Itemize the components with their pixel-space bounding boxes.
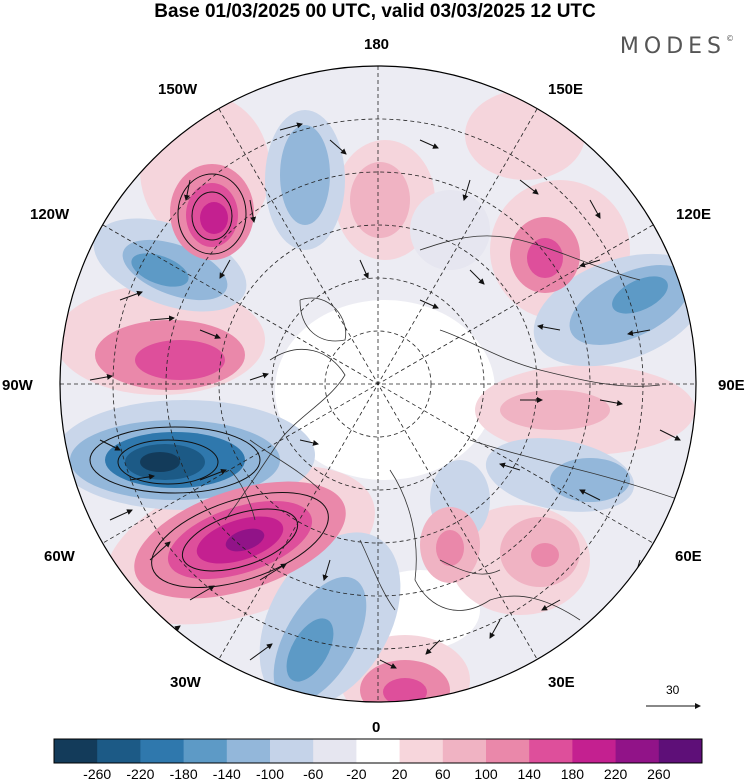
colorbar-bin	[658, 739, 703, 763]
colorbar-tick-label: 180	[560, 766, 585, 782]
colorbar-tick-label: -60	[303, 766, 324, 782]
colorbar-bin	[226, 739, 271, 763]
colorbar-bin	[356, 739, 401, 763]
lon-label-60w: 60W	[44, 548, 75, 565]
colorbar-bin	[270, 739, 314, 763]
colorbar-bin	[615, 739, 660, 763]
lon-label-30e: 30E	[548, 674, 575, 691]
wind-vectors	[89, 122, 681, 702]
colorbar-bin	[97, 739, 141, 763]
colorbar-tick-label: 60	[435, 766, 451, 782]
lon-label-150w: 150W	[158, 81, 198, 98]
colorbar-bin	[183, 739, 228, 763]
colorbar-tick-label: -100	[255, 766, 285, 782]
contours	[89, 173, 329, 588]
lon-label-60e: 60E	[675, 548, 702, 565]
colorbar-tick-label: 100	[474, 766, 498, 782]
colorbar-border	[53, 738, 703, 764]
colorbar-tick-label: 260	[647, 766, 671, 782]
colorbar-tick-label: -260	[83, 766, 112, 782]
colorbar-bin	[54, 739, 98, 763]
colorbar-bin	[313, 739, 357, 763]
vector-scale-label: 30	[666, 683, 680, 697]
anomaly-field	[60, 66, 696, 702]
colorbar-bin	[572, 739, 617, 763]
colorbar-tick-label: 220	[603, 766, 628, 782]
brand-logo: MODES©	[620, 34, 734, 59]
lon-label-150e: 150E	[548, 81, 584, 98]
colorbar-bin	[140, 739, 185, 763]
lon-label-120e: 120E	[676, 206, 712, 223]
colorbar-tick-label: -140	[212, 766, 241, 782]
colorbar-tick-label: -20	[346, 766, 367, 782]
lon-label-90w: 90W	[2, 377, 33, 394]
colorbar	[53, 738, 703, 764]
colorbar-tick-label: 20	[391, 766, 408, 782]
colorbar-tick-label: 140	[517, 766, 541, 782]
lon-label-0: 0	[372, 719, 381, 736]
chart-title: Base 01/03/2025 00 UTC, valid 03/03/2025…	[154, 1, 596, 22]
lon-label-180: 180	[364, 36, 390, 53]
colorbar-bin	[486, 739, 530, 763]
brand-mark: ©	[726, 34, 734, 43]
lon-label-90e: 90E	[718, 377, 745, 394]
lon-label-120w: 120W	[30, 206, 70, 223]
colorbar-bin	[529, 739, 573, 763]
coastlines	[224, 235, 681, 621]
lon-label-30w: 30W	[170, 674, 201, 691]
colorbar-bin	[399, 739, 444, 763]
colorbar-bin	[442, 739, 487, 763]
colorbar-tick-label: -180	[169, 766, 198, 782]
graticule	[60, 66, 696, 702]
brand-text: MODES	[619, 34, 726, 59]
colorbar-tick-label: -220	[126, 766, 155, 782]
map-border	[59, 65, 697, 703]
